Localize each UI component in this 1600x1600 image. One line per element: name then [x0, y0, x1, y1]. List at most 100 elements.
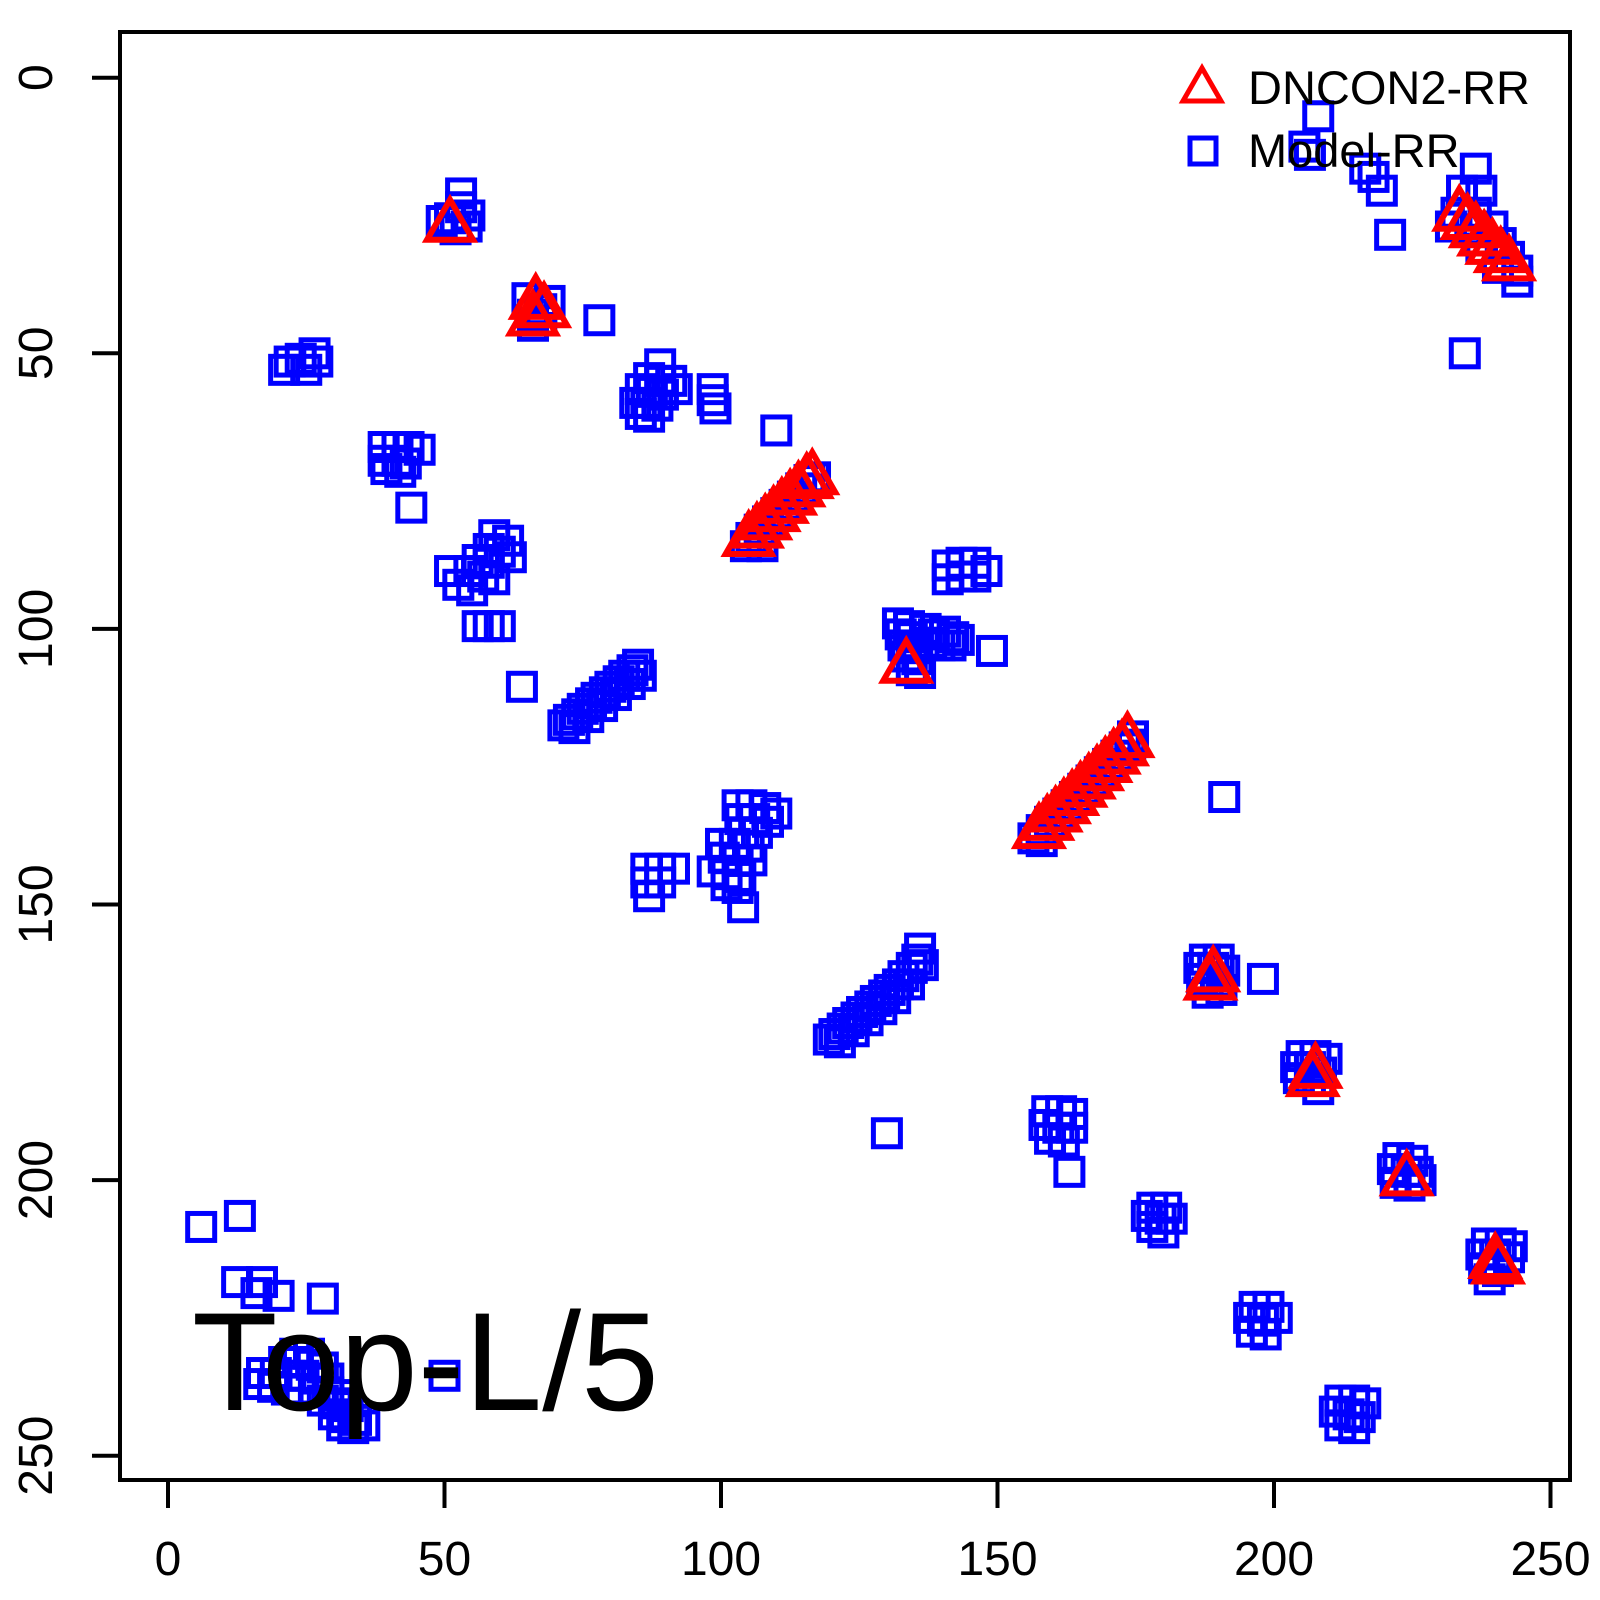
legend-triangle-icon [1178, 62, 1226, 104]
dncon2-rr-point [1284, 1048, 1341, 1098]
model-rr-point [1349, 152, 1382, 185]
model-rr-point [1365, 174, 1398, 207]
dncon2-rr-point [1099, 709, 1156, 759]
dncon2-rr-point [784, 446, 841, 496]
model-rr-point [760, 414, 793, 447]
model-rr-point [970, 555, 1003, 588]
dncon2-rr-point [1068, 742, 1126, 792]
x-axis-tick-label: 100 [681, 1533, 761, 1586]
model-rr-point [942, 623, 975, 656]
dncon2-rr-point [1035, 775, 1093, 825]
dncon2-rr-point [1010, 800, 1068, 850]
model-rr-point [389, 447, 422, 480]
model-rr-point [696, 384, 729, 417]
y-axis-tick-label: 200 [10, 1140, 63, 1220]
y-axis-tick-label: 50 [10, 327, 63, 380]
dncon2-rr-point [1085, 725, 1142, 775]
dncon2-rr-point [753, 474, 811, 524]
dncon2-rr-point [507, 270, 564, 320]
dncon2-rr-point [878, 634, 935, 684]
y-axis-tick-label: 0 [10, 64, 63, 91]
dncon2-rr-point [1043, 766, 1101, 817]
x-axis-tick-label: 150 [957, 1533, 1037, 1586]
dncon2-rr-point [1480, 232, 1538, 282]
model-rr-point [937, 621, 970, 654]
model-rr-point [699, 392, 732, 425]
dncon2-rr-point [1182, 951, 1239, 1001]
x-axis-tick-label: 250 [1510, 1533, 1590, 1586]
model-rr-point [428, 1359, 461, 1392]
dncon2-rr-point [1052, 758, 1109, 808]
model-rr-point [1374, 218, 1407, 251]
model-rr-point [904, 932, 937, 965]
model-rr-point [1147, 1216, 1180, 1249]
model-rr-point [306, 1282, 339, 1315]
dncon2-rr-point [770, 458, 827, 508]
dncon2-rr-point [737, 491, 794, 541]
model-rr-point [185, 1210, 218, 1243]
model-rr-point [240, 1277, 273, 1310]
model-rr-point [760, 797, 793, 830]
model-rr-point [262, 1279, 295, 1312]
y-axis-tick-label: 250 [10, 1416, 63, 1496]
dncon2-rr-point [1469, 1235, 1527, 1285]
model-rr-point [624, 659, 657, 692]
dncon2-rr-point [1378, 1147, 1435, 1197]
model-rr-point [975, 634, 1008, 667]
dncon2-rr-point [1077, 733, 1134, 783]
model-rr-point [456, 574, 489, 607]
model-rr-point [906, 949, 939, 982]
model-rr-point [1288, 130, 1321, 163]
model-rr-point [384, 455, 417, 488]
model-rr-point [660, 373, 693, 406]
model-rr-point [1293, 138, 1326, 171]
plot-border [118, 30, 1572, 1482]
dncon2-rr-point [745, 483, 802, 533]
x-axis-tick-label: 50 [418, 1533, 471, 1586]
model-rr-point [633, 400, 666, 433]
dncon2-rr-point [1472, 224, 1529, 274]
y-axis-tick-label: 150 [10, 864, 63, 944]
model-rr-point [223, 1199, 256, 1232]
model-rr-point [616, 654, 649, 687]
model-rr-point [727, 891, 760, 924]
dncon2-rr-point [728, 499, 786, 549]
model-rr-point [1338, 1412, 1371, 1445]
model-rr-point [505, 670, 538, 703]
model-rr-point [934, 629, 967, 662]
y-axis-tick-label: 100 [10, 589, 63, 669]
model-rr-point [1047, 1125, 1080, 1158]
dncon2-rr-point [504, 287, 562, 337]
dncon2-rr-point [1060, 750, 1117, 800]
model-rr-point [1249, 1318, 1282, 1351]
model-rr-point [1302, 100, 1335, 133]
dncon2-rr-point [1019, 791, 1076, 841]
model-rr-point [434, 555, 467, 588]
model-rr-point [395, 491, 428, 524]
model-rr-point [624, 397, 657, 430]
dncon2-rr-point [515, 279, 573, 329]
model-rr-point [494, 541, 527, 574]
model-rr-point [483, 610, 516, 643]
dncon2-rr-point [1027, 783, 1084, 833]
x-axis-tick-label: 200 [1234, 1533, 1314, 1586]
model-rr-point [633, 880, 666, 913]
annotation-top-l5: Top-L/5 [192, 1283, 659, 1440]
model-rr-point [1448, 337, 1481, 370]
x-axis-tick-label: 0 [155, 1533, 182, 1586]
model-rr-point [870, 1117, 903, 1150]
model-rr-point [1481, 1255, 1514, 1288]
dncon2-rr-point [720, 507, 777, 557]
model-rr-point [721, 871, 754, 904]
legend-square-icon [1187, 135, 1219, 167]
legend-label: DNCON2-RR [1248, 61, 1530, 114]
model-rr-point [931, 563, 964, 596]
dncon2-rr-point [421, 193, 479, 243]
model-rr-point [1053, 1155, 1086, 1188]
model-rr-point [1465, 174, 1498, 207]
model-rr-point [301, 345, 334, 378]
model-rr-point [1246, 962, 1279, 995]
legend-label: Model-RR [1248, 124, 1460, 177]
